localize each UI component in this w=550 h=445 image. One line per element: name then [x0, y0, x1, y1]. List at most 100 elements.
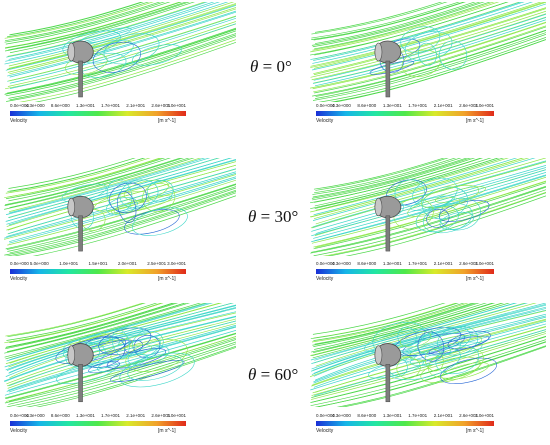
- streamline: [6, 158, 236, 225]
- streamline: [8, 158, 220, 218]
- colorbar-tick-label: 2.0e+001: [117, 261, 137, 266]
- velocity-label: Velocity: [316, 118, 334, 124]
- streamline: [313, 158, 530, 220]
- streamline: [312, 2, 495, 51]
- streamline: [315, 32, 546, 99]
- streamline-plot: [310, 303, 546, 407]
- streamline: [312, 17, 546, 84]
- colorbar-ticks: 0.0e+000 4.3e+000 8.6e+000 1.3e+001 1.7e+001…: [10, 103, 186, 109]
- streamline: [312, 158, 462, 195]
- wake-vortex: [410, 341, 483, 366]
- streamline: [311, 303, 505, 357]
- streamline: [311, 176, 546, 244]
- streamline: [322, 191, 546, 256]
- turbine-tower: [78, 60, 83, 98]
- colorbar-tick-label: 2.1e+001: [433, 413, 453, 418]
- streamline: [9, 2, 144, 36]
- wake-vortex: [55, 336, 127, 364]
- streamline: [311, 303, 546, 370]
- streamline: [9, 177, 236, 244]
- streamline: [5, 30, 236, 97]
- streamline: [9, 158, 202, 213]
- streamline: [314, 2, 443, 33]
- colorbar-tick-label: 2.6e+001: [459, 261, 479, 266]
- wake-vortex: [407, 197, 461, 217]
- streamline-plot: [310, 2, 546, 102]
- streamline: [4, 337, 236, 404]
- velocity-colorbar: [316, 269, 494, 274]
- wake-vortex: [422, 202, 473, 234]
- wake-vortex: [97, 353, 149, 372]
- streamline: [4, 303, 202, 358]
- streamline: [315, 167, 546, 234]
- colorbar-tick-label: 2.1e+001: [126, 413, 146, 418]
- streamline: [5, 158, 151, 194]
- colorbar-ticks: 0.0e+000 4.3e+000 8.6e+000 1.3e+001 1.7e+001…: [316, 413, 494, 419]
- streamline: [6, 303, 158, 341]
- streamline: [9, 158, 146, 192]
- streamline: [7, 179, 236, 246]
- colorbar-tick-label: 1.0e+001: [59, 261, 79, 266]
- wake-vortex: [62, 327, 143, 352]
- streamline: [313, 25, 546, 93]
- streamline: [7, 323, 236, 389]
- streamline: [341, 346, 546, 407]
- wake-vortex: [125, 339, 188, 372]
- streamline: [314, 26, 546, 94]
- unit-label: [m s^-1]: [466, 276, 484, 282]
- streamline: [5, 336, 236, 402]
- streamline: [5, 5, 236, 71]
- colorbar-tick-label: 0.0e+000: [316, 103, 335, 108]
- streamline: [5, 158, 211, 215]
- streamline: [315, 158, 505, 211]
- colorbar-tick-label: 1.3e+001: [75, 413, 95, 418]
- streamline: [310, 303, 460, 340]
- turbine-hub: [374, 197, 383, 217]
- colorbar-tick-label: 3.0e+001: [475, 413, 494, 418]
- streamline: [8, 158, 206, 214]
- wake-vortex: [132, 207, 188, 236]
- streamline: [9, 8, 236, 75]
- wake-vortex: [428, 347, 484, 379]
- colorbar-tick-label: 4.3e+000: [331, 103, 351, 108]
- wake-vortex: [123, 179, 169, 201]
- streamline: [313, 306, 546, 374]
- unit-label: [m s^-1]: [158, 428, 176, 434]
- wake-vortex: [404, 31, 453, 62]
- streamline: [6, 2, 150, 38]
- streamline: [7, 7, 236, 73]
- streamline: [8, 176, 236, 243]
- wake-vortex: [447, 331, 491, 350]
- streamline: [311, 185, 546, 253]
- streamline: [311, 303, 469, 343]
- streamline: [8, 3, 236, 69]
- streamline: [5, 2, 220, 62]
- colorbar-tick-label: 8.6e+000: [357, 413, 377, 418]
- colorbar-ticks: 0.0e+000 4.3e+000 8.6e+000 1.3e+001 1.7e+001…: [10, 413, 186, 419]
- velocity-colorbar: [10, 269, 186, 274]
- streamline: [4, 2, 229, 65]
- streamline: [8, 33, 236, 99]
- velocity-colorbar: [316, 421, 494, 426]
- streamline: [6, 171, 236, 238]
- colorbar-ticks: 0.0e+000 4.3e+000 8.6e+000 1.3e+001 1.7e+001…: [316, 261, 494, 267]
- streamline: [4, 2, 154, 39]
- streamline: [312, 2, 533, 64]
- streamline: [4, 315, 236, 382]
- streamline: [9, 2, 195, 54]
- streamline: [5, 2, 171, 45]
- wake-vortex: [119, 179, 159, 209]
- panel-row3-right: 0.0e+000 4.3e+000 8.6e+000 1.3e+001 1.7e+001…: [310, 303, 546, 443]
- velocity-colorbar: [10, 421, 186, 426]
- theta-symbol: θ: [250, 57, 259, 76]
- colorbar-tick-label: 1.7e+001: [101, 413, 121, 418]
- streamline: [4, 172, 236, 239]
- streamline: [9, 312, 236, 379]
- streamline: [8, 158, 171, 202]
- wake-vortex: [415, 205, 459, 233]
- colorbar-tick-label: 0.0e+000: [316, 261, 335, 266]
- streamline: [313, 303, 480, 347]
- streamline: [4, 174, 236, 240]
- streamline: [5, 158, 166, 200]
- angle-value: = 60°: [256, 365, 299, 384]
